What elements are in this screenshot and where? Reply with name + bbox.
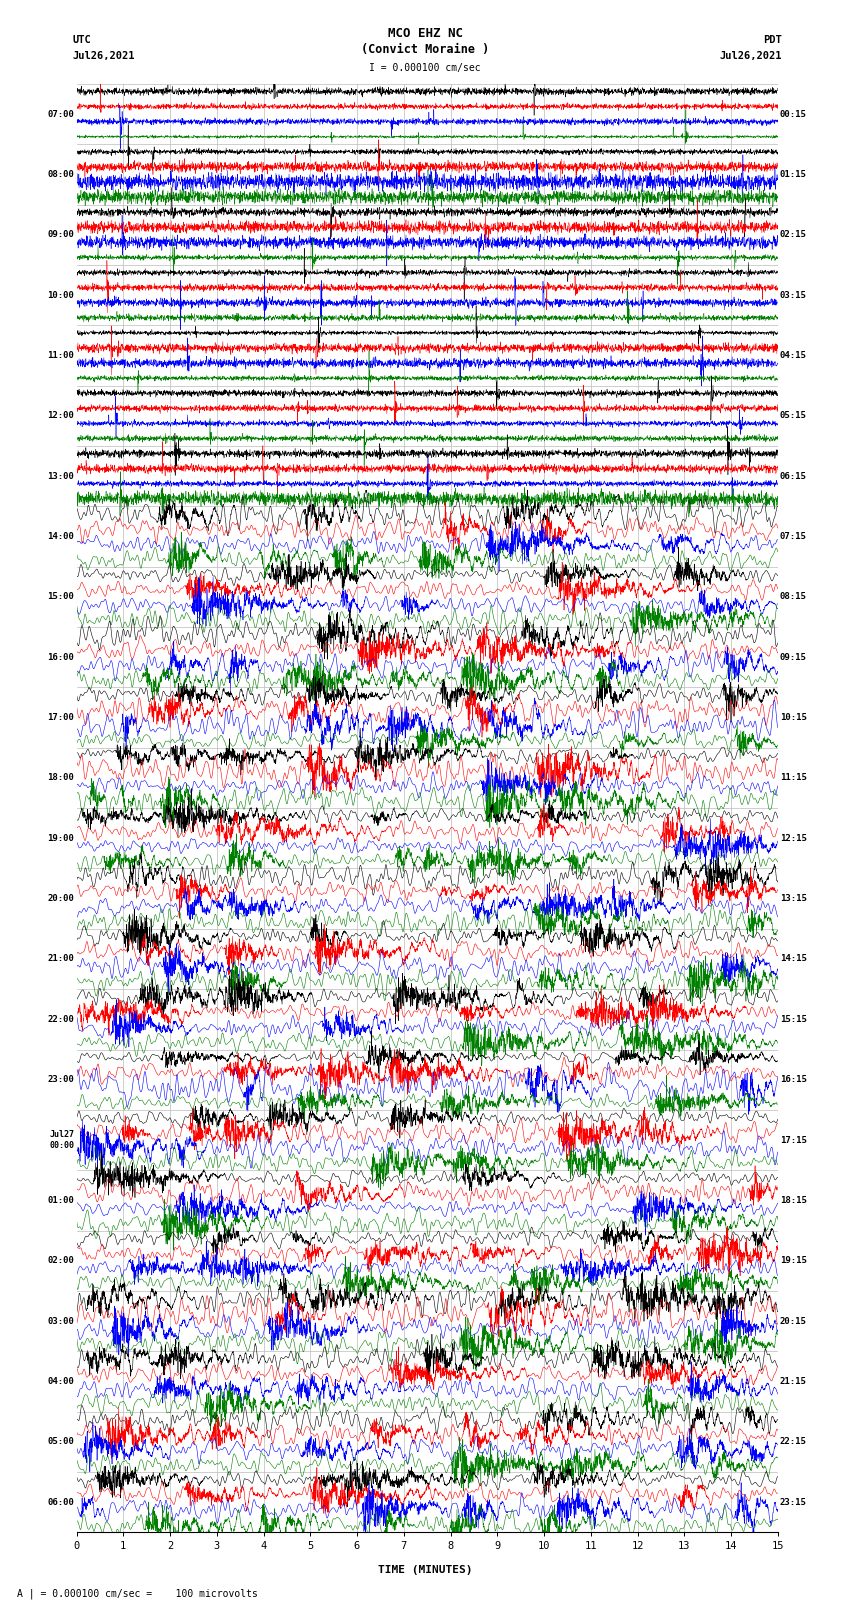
Text: TIME (MINUTES): TIME (MINUTES): [377, 1565, 473, 1574]
Text: 17:00: 17:00: [48, 713, 75, 723]
Text: 07:15: 07:15: [779, 532, 807, 540]
Text: 22:15: 22:15: [779, 1437, 807, 1447]
Text: 11:15: 11:15: [779, 774, 807, 782]
Text: 12:00: 12:00: [48, 411, 75, 421]
Text: A | = 0.000100 cm/sec =    100 microvolts: A | = 0.000100 cm/sec = 100 microvolts: [17, 1589, 258, 1600]
Text: 18:15: 18:15: [779, 1195, 807, 1205]
Text: 20:00: 20:00: [48, 894, 75, 903]
Text: 13:00: 13:00: [48, 471, 75, 481]
Text: 08:00: 08:00: [48, 169, 75, 179]
Text: 03:00: 03:00: [48, 1316, 75, 1326]
Text: 01:00: 01:00: [48, 1195, 75, 1205]
Text: MCO EHZ NC: MCO EHZ NC: [388, 27, 462, 40]
Text: 13:15: 13:15: [779, 894, 807, 903]
Text: I = 0.000100 cm/sec: I = 0.000100 cm/sec: [369, 63, 481, 73]
Text: 10:00: 10:00: [48, 290, 75, 300]
Text: 04:15: 04:15: [779, 352, 807, 360]
Text: Jul26,2021: Jul26,2021: [719, 52, 782, 61]
Text: 20:15: 20:15: [779, 1316, 807, 1326]
Text: 17:15: 17:15: [779, 1136, 807, 1145]
Text: 18:00: 18:00: [48, 774, 75, 782]
Text: 22:00: 22:00: [48, 1015, 75, 1024]
Text: 02:00: 02:00: [48, 1257, 75, 1265]
Text: 06:00: 06:00: [48, 1498, 75, 1507]
Text: 14:00: 14:00: [48, 532, 75, 540]
Text: 01:15: 01:15: [779, 169, 807, 179]
Text: 10:15: 10:15: [779, 713, 807, 723]
Text: 15:15: 15:15: [779, 1015, 807, 1024]
Text: 21:00: 21:00: [48, 955, 75, 963]
Text: 19:15: 19:15: [779, 1257, 807, 1265]
Text: 11:00: 11:00: [48, 352, 75, 360]
Text: 07:00: 07:00: [48, 110, 75, 118]
Text: 05:15: 05:15: [779, 411, 807, 421]
Text: 00:15: 00:15: [779, 110, 807, 118]
Text: 21:15: 21:15: [779, 1378, 807, 1386]
Text: Jul27
00:00: Jul27 00:00: [49, 1131, 75, 1150]
Text: UTC: UTC: [72, 35, 91, 45]
Text: 14:15: 14:15: [779, 955, 807, 963]
Text: 23:15: 23:15: [779, 1498, 807, 1507]
Text: 23:00: 23:00: [48, 1076, 75, 1084]
Text: 08:15: 08:15: [779, 592, 807, 602]
Text: 15:00: 15:00: [48, 592, 75, 602]
Text: (Convict Moraine ): (Convict Moraine ): [361, 44, 489, 56]
Text: Jul26,2021: Jul26,2021: [72, 52, 135, 61]
Text: 09:00: 09:00: [48, 231, 75, 239]
Text: 19:00: 19:00: [48, 834, 75, 842]
Text: 16:00: 16:00: [48, 653, 75, 661]
Text: PDT: PDT: [763, 35, 782, 45]
Text: 12:15: 12:15: [779, 834, 807, 842]
Text: 02:15: 02:15: [779, 231, 807, 239]
Text: 09:15: 09:15: [779, 653, 807, 661]
Text: 03:15: 03:15: [779, 290, 807, 300]
Text: 16:15: 16:15: [779, 1076, 807, 1084]
Text: 04:00: 04:00: [48, 1378, 75, 1386]
Text: 05:00: 05:00: [48, 1437, 75, 1447]
Text: 06:15: 06:15: [779, 471, 807, 481]
